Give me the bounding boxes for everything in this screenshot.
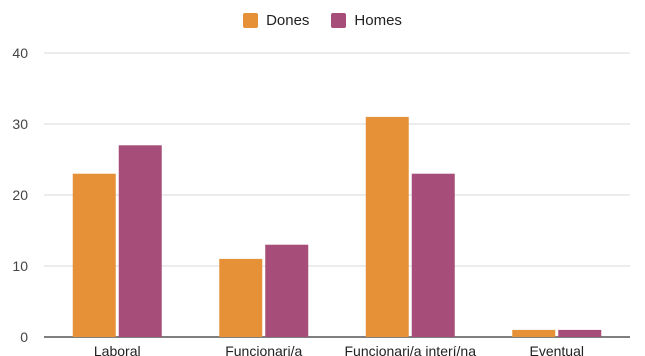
x-tick-label-0: Laboral xyxy=(94,343,141,356)
legend-item-homes: Homes xyxy=(331,12,402,29)
legend: Dones Homes xyxy=(0,12,645,29)
legend-item-dones: Dones xyxy=(243,12,309,29)
bar-dones-1 xyxy=(219,258,263,337)
bar-homes-0 xyxy=(118,145,162,337)
bar-dones-2 xyxy=(365,116,409,338)
y-tick-label-0: 0 xyxy=(20,329,28,345)
bar-dones-0 xyxy=(72,173,116,337)
bar-dones-3 xyxy=(512,329,556,337)
legend-label-homes: Homes xyxy=(354,12,402,29)
y-tick-label-30: 30 xyxy=(12,116,28,132)
y-tick-label-40: 40 xyxy=(12,45,28,61)
x-tick-label-1: Funcionari/a xyxy=(225,343,302,356)
legend-swatch-homes xyxy=(331,13,347,28)
x-tick-label-2: Funcionari/a interí/na xyxy=(344,343,476,356)
bar-homes-3 xyxy=(558,329,602,337)
legend-label-dones: Dones xyxy=(266,12,310,29)
y-tick-label-10: 10 xyxy=(12,258,28,274)
y-tick-label-20: 20 xyxy=(12,187,28,203)
legend-swatch-dones xyxy=(243,13,259,28)
bar-homes-2 xyxy=(411,173,455,337)
bar-homes-1 xyxy=(265,244,309,337)
x-tick-label-3: Eventual xyxy=(530,343,584,356)
